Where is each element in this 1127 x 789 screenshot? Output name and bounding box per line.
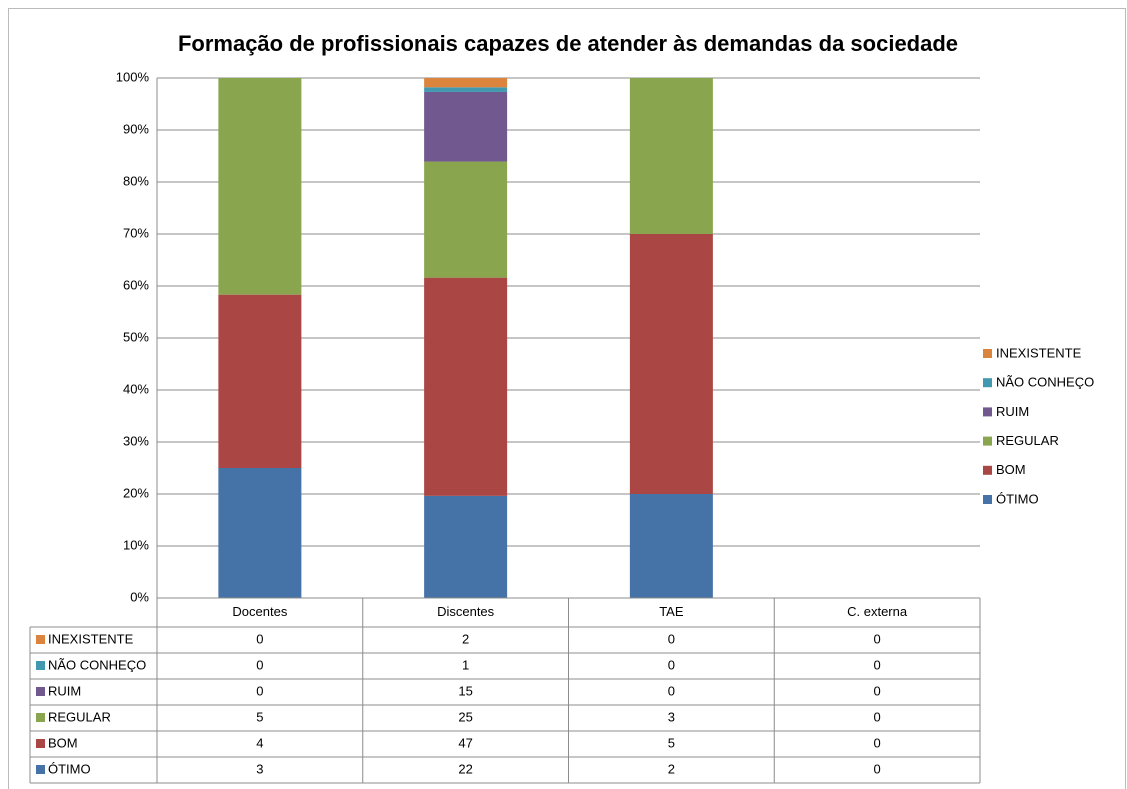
table-cell: 25 (458, 709, 472, 724)
table-cell: 47 (458, 735, 472, 750)
y-tick-label: 50% (123, 329, 149, 344)
y-tick-label: 0% (130, 589, 149, 604)
legend-key (983, 407, 992, 417)
table-cell: 3 (668, 709, 675, 724)
bar-segment (424, 277, 508, 496)
y-tick-label: 60% (123, 277, 149, 292)
table-cell: 0 (874, 631, 881, 646)
x-tick-label: C. externa (847, 604, 908, 619)
table-legend-key (36, 739, 45, 748)
table-cell: 0 (256, 657, 263, 672)
table-cell: 5 (256, 709, 263, 724)
table-cell: 2 (668, 761, 675, 776)
chart-title: Formação de profissionais capazes de ate… (178, 31, 958, 56)
table-cell: 1 (462, 657, 469, 672)
legend-key (983, 378, 992, 388)
table-cell: 0 (668, 657, 675, 672)
legend-key (983, 436, 992, 446)
legend-key (983, 465, 992, 475)
bar-segment (629, 234, 713, 494)
bar-segment (424, 161, 508, 278)
legend-label: REGULAR (996, 433, 1059, 448)
table-row-label: NÃO CONHEÇO (48, 657, 146, 672)
bar-segment (424, 87, 508, 92)
table-row-label: BOM (48, 735, 78, 750)
table-legend-key (36, 687, 45, 696)
table-row-label: INEXISTENTE (48, 631, 134, 646)
table-legend-key (36, 765, 45, 774)
table-cell: 0 (874, 735, 881, 750)
bar-segment (218, 468, 302, 598)
y-tick-label: 40% (123, 381, 149, 396)
table-legend-key (36, 661, 45, 670)
table-cell: 0 (256, 631, 263, 646)
legend-label: ÓTIMO (996, 491, 1039, 506)
x-tick-label: Discentes (437, 604, 495, 619)
legend-label: INEXISTENTE (996, 345, 1082, 360)
table-legend-key (36, 635, 45, 644)
table-cell: 5 (668, 735, 675, 750)
legend-label: RUIM (996, 404, 1029, 419)
legend-key (983, 495, 992, 504)
bar-segment (424, 495, 508, 598)
legend-label: NÃO CONHEÇO (996, 375, 1094, 390)
x-tick-label: TAE (659, 604, 684, 619)
legend-label: BOM (996, 462, 1026, 477)
table-cell: 3 (256, 761, 263, 776)
table-cell: 0 (874, 761, 881, 776)
y-tick-label: 90% (123, 121, 149, 136)
y-tick-label: 30% (123, 433, 149, 448)
table-legend-key (36, 713, 45, 722)
table-row-label: RUIM (48, 683, 81, 698)
table-cell: 0 (668, 683, 675, 698)
y-tick-label: 20% (123, 485, 149, 500)
bar-segment (629, 78, 713, 234)
table-row-label: ÓTIMO (48, 761, 91, 776)
x-tick-label: Docentes (232, 604, 287, 619)
y-tick-label: 10% (123, 537, 149, 552)
bar-segment (218, 78, 302, 295)
legend-key (983, 349, 992, 358)
y-tick-label: 80% (123, 173, 149, 188)
table-cell: 0 (256, 683, 263, 698)
y-tick-label: 70% (123, 225, 149, 240)
table-cell: 0 (668, 631, 675, 646)
table-cell: 0 (874, 683, 881, 698)
table-cell: 22 (458, 761, 472, 776)
table-cell: 0 (874, 709, 881, 724)
bar-segment (218, 294, 302, 468)
table-cell: 15 (458, 683, 472, 698)
bar-segment (424, 91, 508, 162)
table-cell: 2 (462, 631, 469, 646)
bar-segment (424, 78, 508, 88)
y-tick-label: 100% (116, 69, 150, 84)
chart-frame (8, 8, 1126, 789)
table-cell: 0 (874, 657, 881, 672)
bar-segment (629, 494, 713, 598)
table-cell: 4 (256, 735, 263, 750)
table-row-label: REGULAR (48, 709, 111, 724)
